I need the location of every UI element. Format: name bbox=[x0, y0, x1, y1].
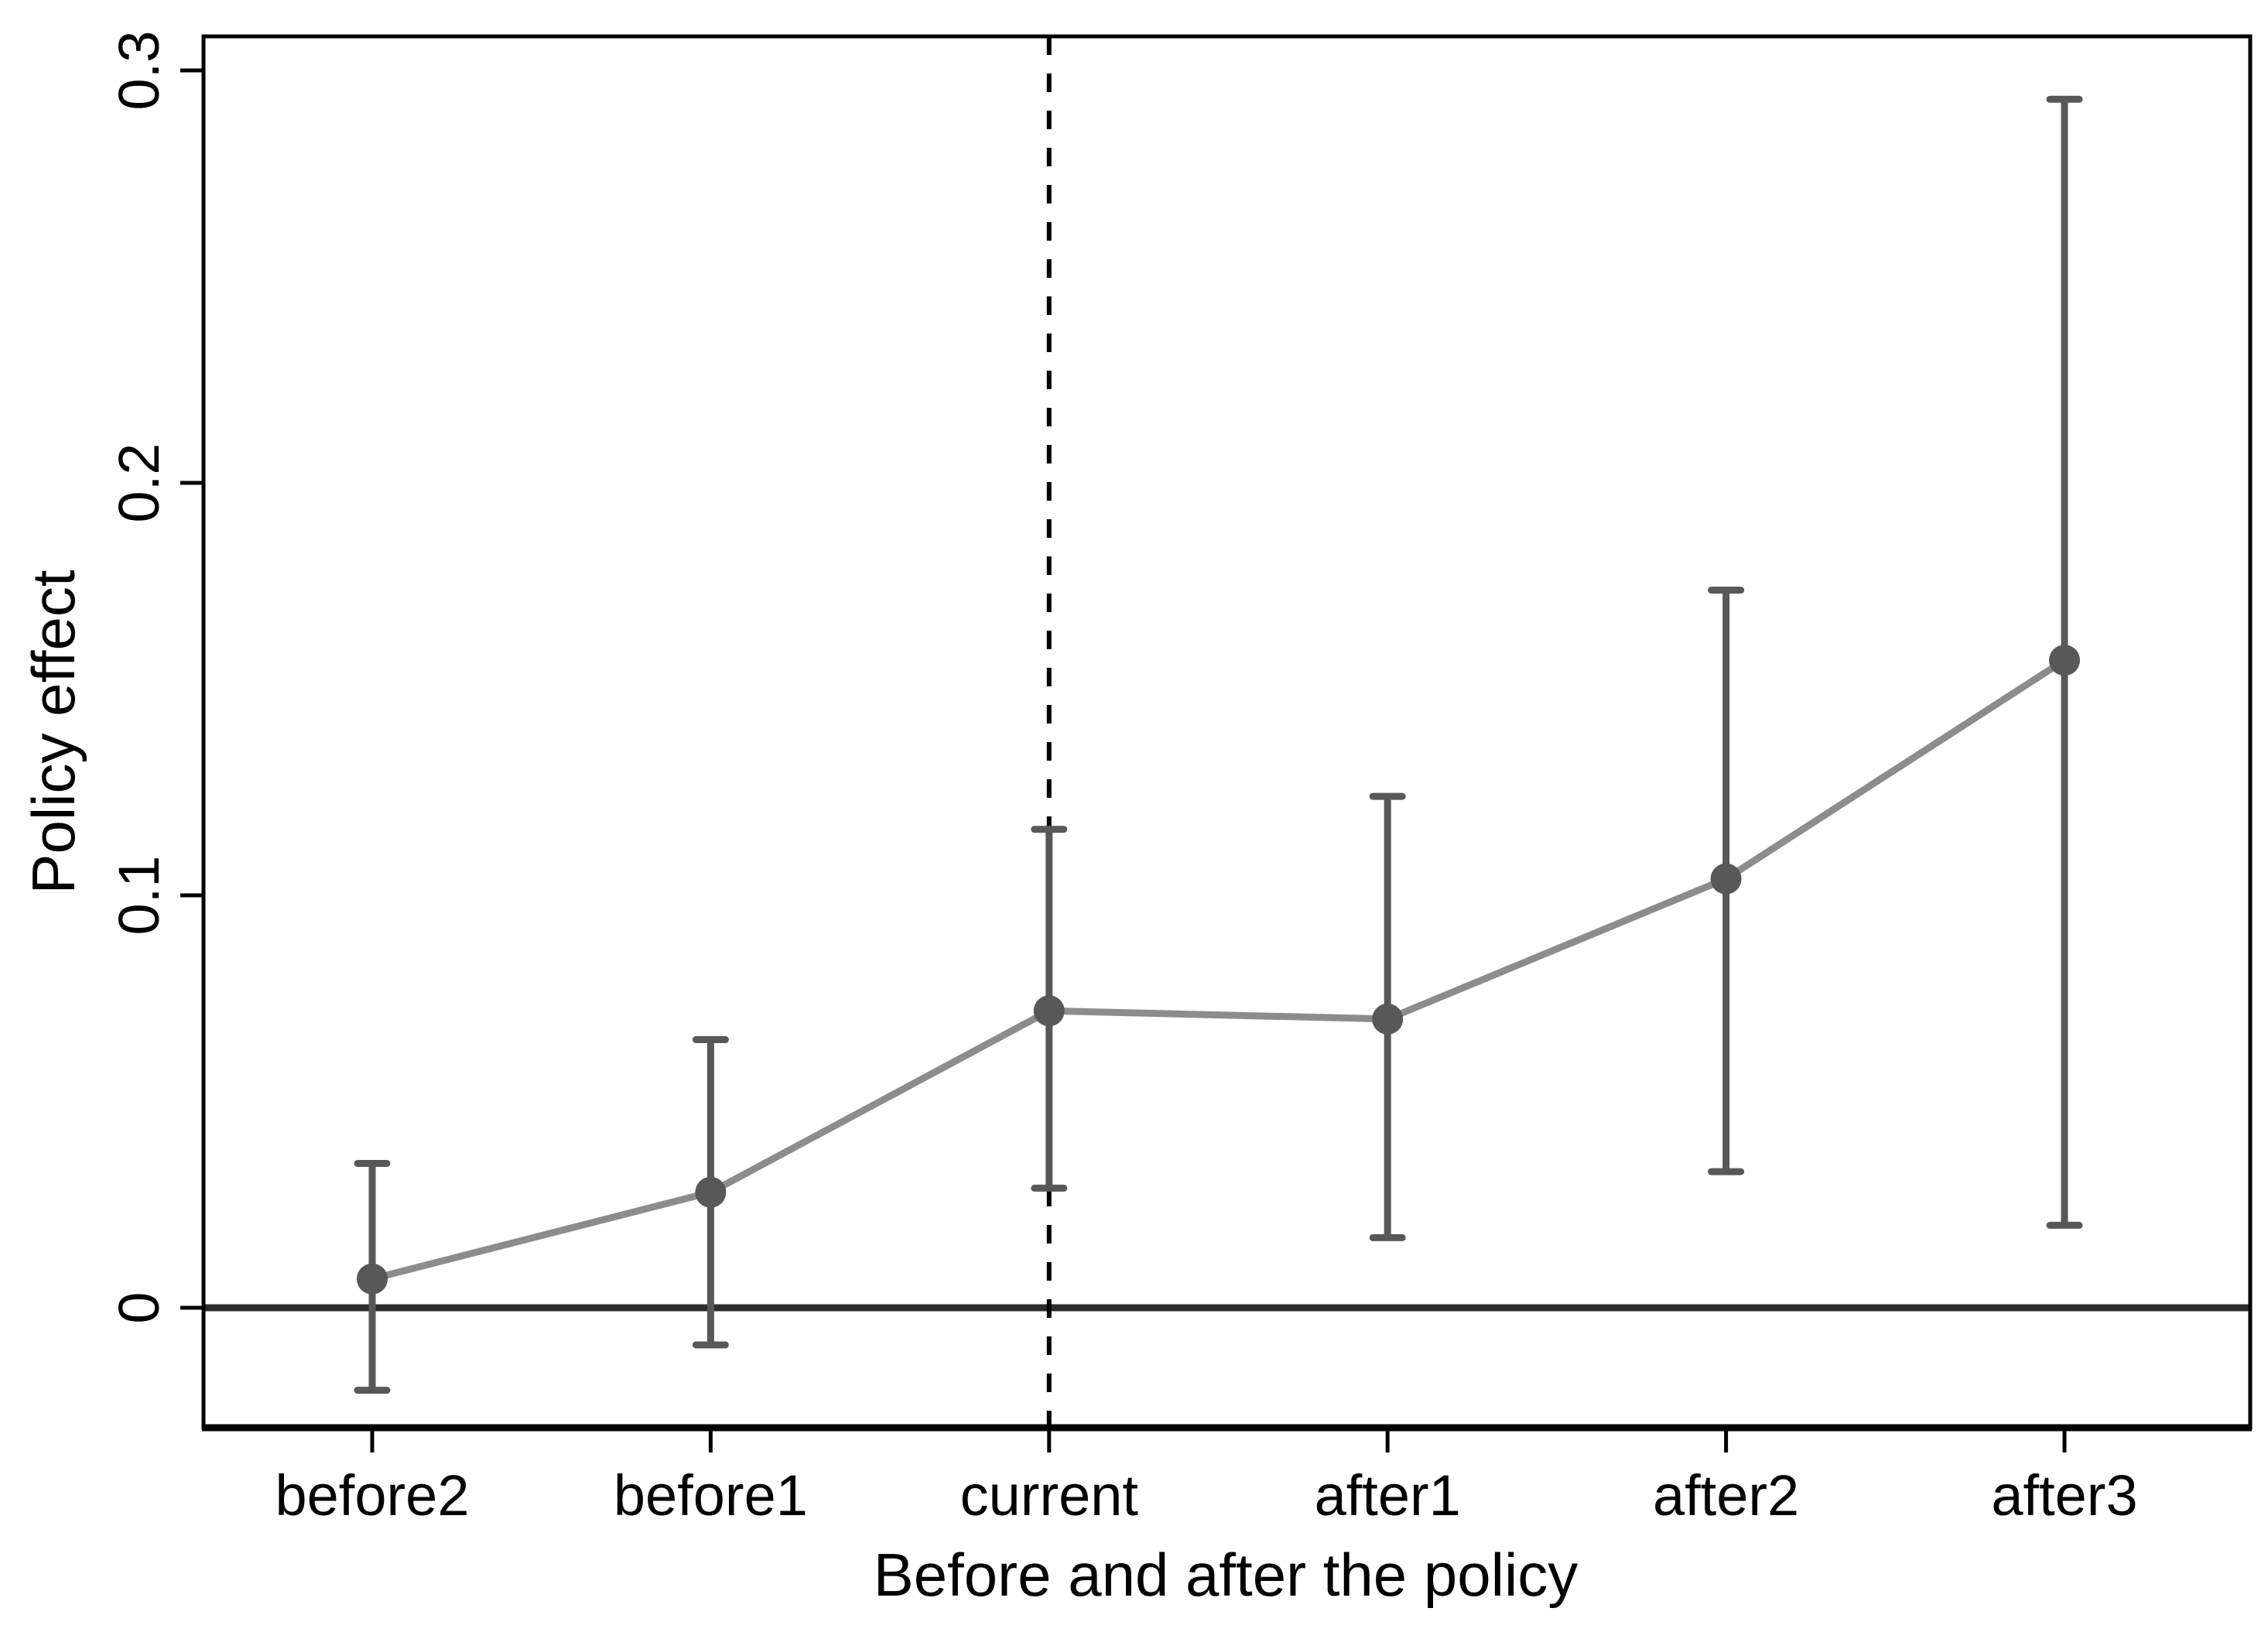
estimate-point bbox=[1710, 863, 1742, 895]
plot-border-group bbox=[201, 34, 2253, 1432]
estimate-point bbox=[695, 1176, 727, 1208]
x-axis-title: Before and after the policy bbox=[874, 1541, 1579, 1609]
x-tick-label: after2 bbox=[1653, 1463, 1799, 1528]
x-tick-label: after3 bbox=[1991, 1463, 2137, 1528]
y-tick-label: 0.1 bbox=[107, 856, 171, 936]
x-tick-label: after1 bbox=[1315, 1463, 1461, 1528]
x-tick-label: before2 bbox=[275, 1463, 470, 1528]
estimate-point bbox=[1372, 1003, 1404, 1035]
estimate-marker-group bbox=[357, 645, 2080, 1295]
x-tick-label: before1 bbox=[614, 1463, 808, 1528]
y-axis-title: Policy effect bbox=[19, 570, 87, 894]
estimate-point bbox=[357, 1263, 388, 1295]
y-tick-label: 0.2 bbox=[107, 443, 171, 523]
estimate-line bbox=[371, 657, 2067, 1283]
y-axis-group: 0 0.1 0.2 0.3 bbox=[107, 31, 204, 1324]
estimate-line-group bbox=[371, 657, 2067, 1283]
y-tick-label: 0.3 bbox=[107, 31, 171, 111]
y-tick-label: 0 bbox=[107, 1292, 171, 1323]
x-axis-group: before2 before1 current after1 after2 after3 bbox=[275, 1428, 2138, 1528]
estimate-point bbox=[2049, 645, 2080, 676]
estimate-point bbox=[1033, 995, 1065, 1027]
confidence-interval-group bbox=[354, 95, 2083, 1394]
plot-border bbox=[201, 34, 2253, 1430]
x-tick-label: current bbox=[960, 1463, 1139, 1528]
reference-lines-layer bbox=[204, 36, 2250, 1428]
